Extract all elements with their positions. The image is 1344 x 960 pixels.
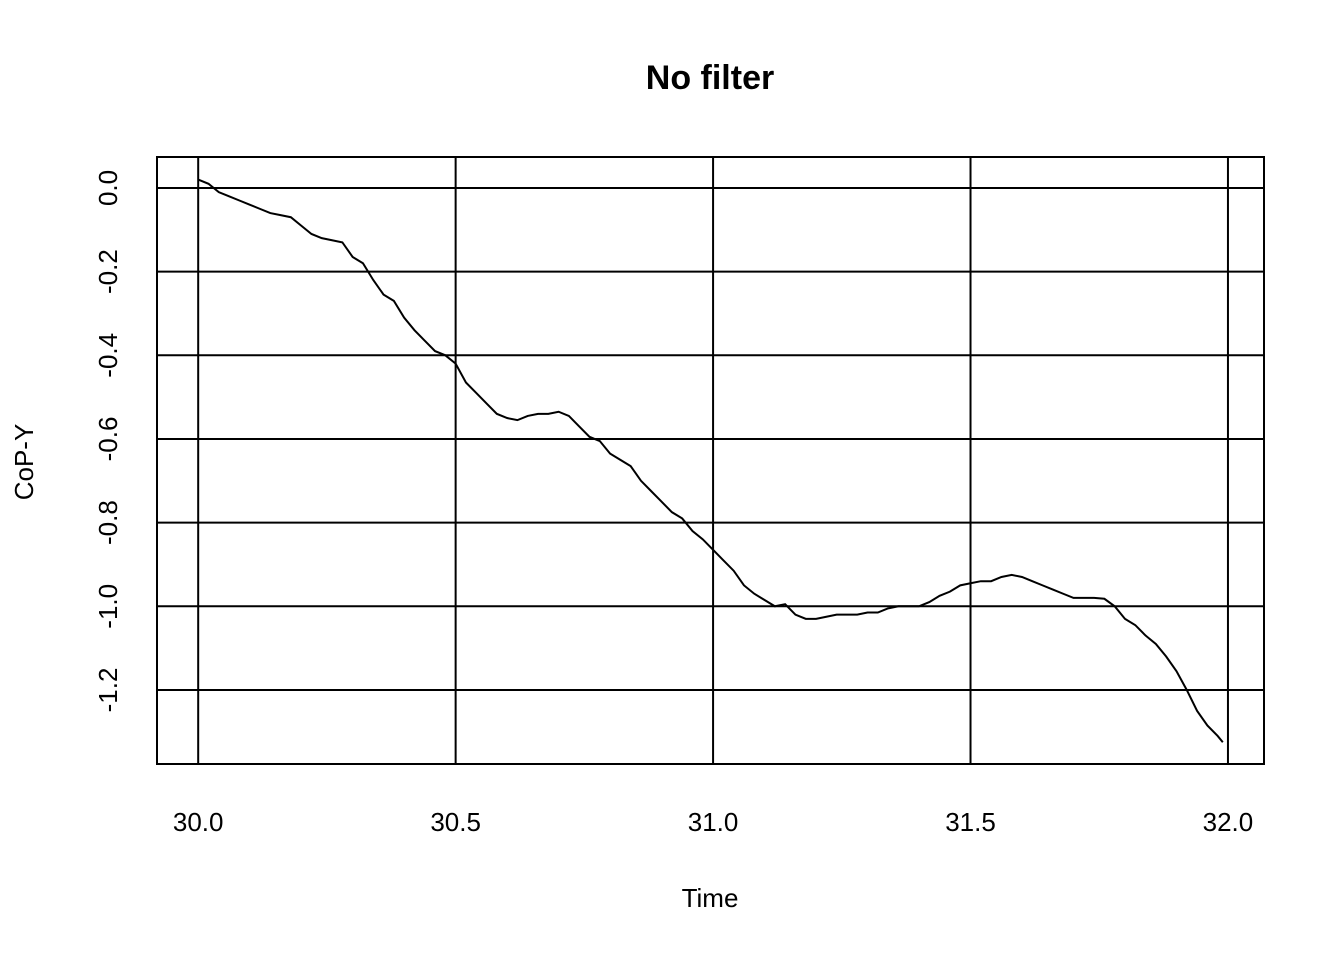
- y-tick-label: -0.6: [93, 417, 123, 462]
- chart-title: No filter: [646, 59, 774, 97]
- y-tick-label: 0.0: [93, 170, 123, 206]
- y-axis-label: CoP-Y: [9, 424, 39, 501]
- x-tick-label: 31.5: [945, 807, 996, 837]
- x-tick-label: 31.0: [688, 807, 739, 837]
- data-line: [197, 178, 1224, 743]
- y-tick-label: -1.2: [93, 668, 123, 713]
- plot-frame: [156, 156, 1265, 765]
- x-tick-label: 32.0: [1203, 807, 1254, 837]
- y-tick-label: -0.4: [93, 333, 123, 378]
- x-tick-label: 30.5: [430, 807, 481, 837]
- y-tick-label: -0.2: [93, 249, 123, 294]
- y-tick-label: -1.0: [93, 584, 123, 629]
- y-tick-label: -0.8: [93, 500, 123, 545]
- x-tick-label: 30.0: [173, 807, 224, 837]
- x-axis-label: Time: [682, 883, 739, 913]
